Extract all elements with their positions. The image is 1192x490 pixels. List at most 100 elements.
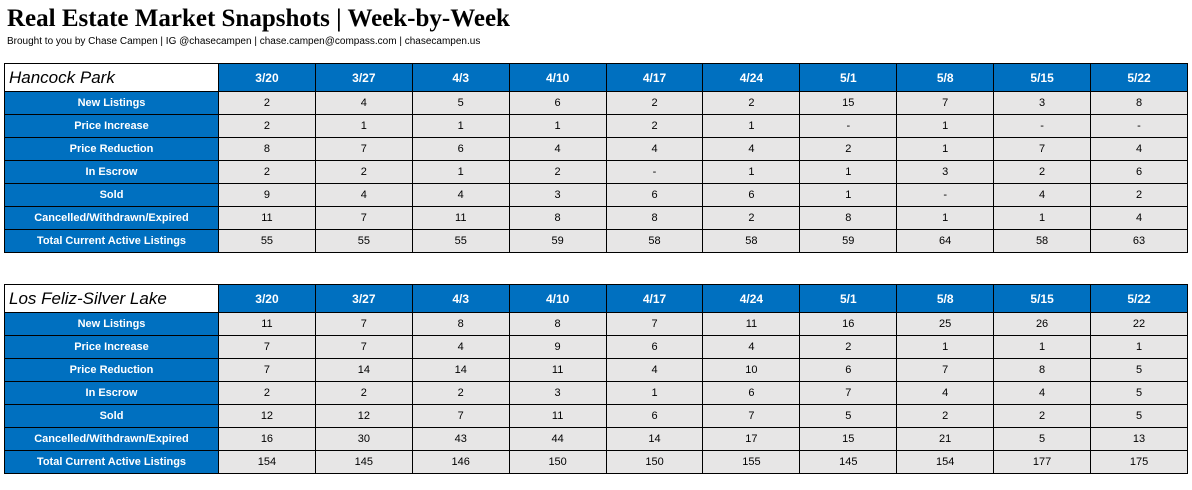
metric-value-cell: 145 <box>799 450 898 474</box>
metric-value-cell: 4 <box>605 137 704 161</box>
metric-value-cell: 2 <box>218 91 316 115</box>
metric-label: Price Increase <box>4 114 219 138</box>
metric-value-cell: 2 <box>799 335 898 359</box>
metric-value-cell: 2 <box>218 114 316 138</box>
week-date-header: 4/10 <box>508 63 607 92</box>
metric-value-cell: 55 <box>411 229 510 253</box>
metric-value-cell: 7 <box>896 91 995 115</box>
metric-value-cell: 5 <box>1090 404 1188 428</box>
metric-value-cell: - <box>799 114 898 138</box>
week-date-header: 4/17 <box>605 63 704 92</box>
week-date-header: 4/3 <box>411 284 510 313</box>
metric-value-cell: 59 <box>799 229 898 253</box>
metric-value-cell: 58 <box>605 229 704 253</box>
metric-value-cell: - <box>605 160 704 184</box>
metric-label: Price Reduction <box>4 137 219 161</box>
table-row: Sold 9 4 4 3 6 6 1-4 2 <box>4 183 1188 207</box>
metric-value-cell: 6 <box>605 404 704 428</box>
table-row: In Escrow 2 2 2 3 1 6 7 4 4 5 <box>4 381 1188 405</box>
metric-value-cell: 3 <box>896 160 995 184</box>
metric-value-cell: 3 <box>508 381 607 405</box>
metric-value-cell: 2 <box>314 381 413 405</box>
metric-label: Price Increase <box>4 335 219 359</box>
table-row: New Listings 11 7 8 8 7 11 16 25 26 22 <box>4 312 1188 336</box>
week-date-header: 5/15 <box>993 284 1092 313</box>
metric-value-cell: 30 <box>314 427 413 451</box>
metric-value-cell: 4 <box>1090 137 1188 161</box>
page-subtitle: Brought to you by Chase Campen | IG @cha… <box>7 36 481 47</box>
metric-value-cell: 4 <box>508 137 607 161</box>
metric-value-cell: 9 <box>218 183 316 207</box>
metric-label: Total Current Active Listings <box>4 229 219 253</box>
metric-value-cell: 2 <box>508 160 607 184</box>
metric-value-cell: 1 <box>702 114 801 138</box>
metric-value-cell: 7 <box>314 137 413 161</box>
metric-value-cell: 1 <box>411 160 510 184</box>
metric-value-cell: 2 <box>896 404 995 428</box>
metric-value-cell: 16 <box>218 427 316 451</box>
metric-value-cell: 8 <box>508 312 607 336</box>
week-date-header: 4/24 <box>702 284 801 313</box>
metric-value-cell: 6 <box>702 381 801 405</box>
metric-value-cell: 1 <box>605 381 704 405</box>
week-date-header: 5/15 <box>993 63 1092 92</box>
metric-value-cell: 1 <box>896 137 995 161</box>
metric-value-cell: 1 <box>1090 335 1188 359</box>
metric-label: Price Reduction <box>4 358 219 382</box>
table-row: Price Increase 7 7 4 9 6 4 2 1 1 1 <box>4 335 1188 359</box>
metric-value-cell: 2 <box>218 160 316 184</box>
week-date-header: 4/24 <box>702 63 801 92</box>
metric-value-cell: 7 <box>896 358 995 382</box>
metric-value-cell: 7 <box>314 335 413 359</box>
week-date-header: 5/8 <box>896 63 995 92</box>
metric-value-cell: 58 <box>993 229 1092 253</box>
metric-value-cell: 175 <box>1090 450 1188 474</box>
week-date-header: 3/27 <box>314 284 413 313</box>
metric-value-cell: 2 <box>605 91 704 115</box>
metric-value-cell: 12 <box>314 404 413 428</box>
metric-value-cell: 43 <box>411 427 510 451</box>
metric-label: In Escrow <box>4 381 219 405</box>
metric-label: Cancelled/Withdrawn/Expired <box>4 206 219 230</box>
metric-value-cell: 4 <box>411 335 510 359</box>
metric-value-cell: 2 <box>993 160 1092 184</box>
metric-value-cell: 7 <box>218 335 316 359</box>
metric-value-cell: 21 <box>896 427 995 451</box>
metric-value-cell: 6 <box>508 91 607 115</box>
week-date-header: 3/20 <box>218 63 316 92</box>
metric-value-cell: 7 <box>218 358 316 382</box>
week-date-header: 5/1 <box>799 284 898 313</box>
metric-value-cell: 2 <box>702 91 801 115</box>
metric-value-cell: 4 <box>605 358 704 382</box>
metric-value-cell: 4 <box>314 183 413 207</box>
metric-value-cell: 155 <box>702 450 801 474</box>
metric-value-cell: 15 <box>799 91 898 115</box>
metric-value-cell: 3 <box>993 91 1092 115</box>
metric-value-cell: 8 <box>799 206 898 230</box>
table-row: Price Reduction 7 14 14 11 4 10 6 7 8 5 <box>4 358 1188 382</box>
page-title: Real Estate Market Snapshots | Week-by-W… <box>7 5 510 32</box>
metric-value-cell: 154 <box>896 450 995 474</box>
metric-value-cell: 1 <box>508 114 607 138</box>
metric-value-cell: 7 <box>314 312 413 336</box>
metric-value-cell: 22 <box>1090 312 1188 336</box>
metric-value-cell: 4 <box>702 137 801 161</box>
metric-value-cell: 4 <box>993 381 1092 405</box>
metric-value-cell: 150 <box>605 450 704 474</box>
metric-value-cell: 6 <box>799 358 898 382</box>
metric-value-cell: 8 <box>993 358 1092 382</box>
metric-value-cell: 11 <box>411 206 510 230</box>
week-date-header: 5/8 <box>896 284 995 313</box>
metric-value-cell: 59 <box>508 229 607 253</box>
metric-value-cell: 6 <box>605 335 704 359</box>
metric-label: New Listings <box>4 312 219 336</box>
table-header-row: Los Feliz-Silver Lake 3/20 3/27 4/3 4/10 4/17… <box>4 284 1188 313</box>
table-row: Sold 12 12 7 11 6 7 5 2 2 5 <box>4 404 1188 428</box>
metric-value-cell: 4 <box>314 91 413 115</box>
metric-value-cell: 1 <box>799 160 898 184</box>
metric-value-cell: 2 <box>314 160 413 184</box>
table-row: Price Increase 2 1 1 1 2 1-1- - <box>4 114 1188 138</box>
metric-value-cell: 154 <box>218 450 316 474</box>
metric-value-cell: 2 <box>702 206 801 230</box>
metric-value-cell: 10 <box>702 358 801 382</box>
